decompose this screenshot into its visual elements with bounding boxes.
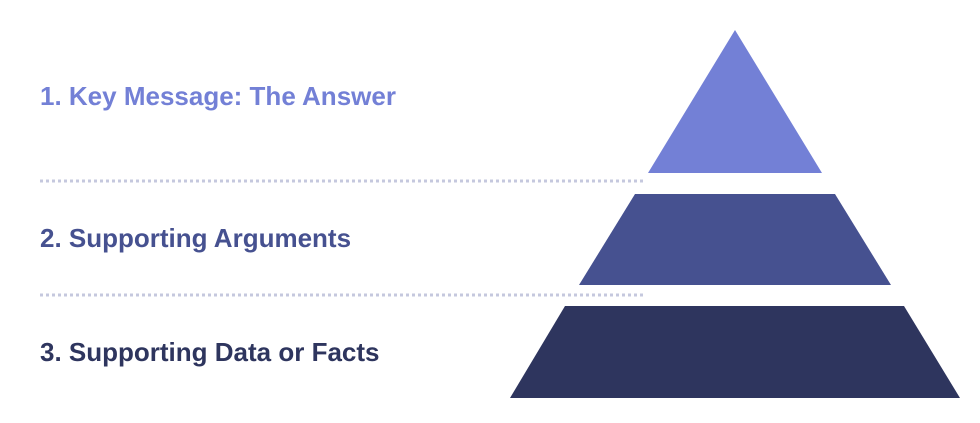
- pyramid-tier-3: [510, 306, 960, 398]
- level-3-label: 3. Supporting Data or Facts: [40, 337, 380, 367]
- level-1-label: 1. Key Message: The Answer: [40, 81, 396, 111]
- pyramid-tier-2: [579, 194, 891, 285]
- level-2-label: 2. Supporting Arguments: [40, 223, 351, 253]
- pyramid-tier-1: [648, 30, 822, 173]
